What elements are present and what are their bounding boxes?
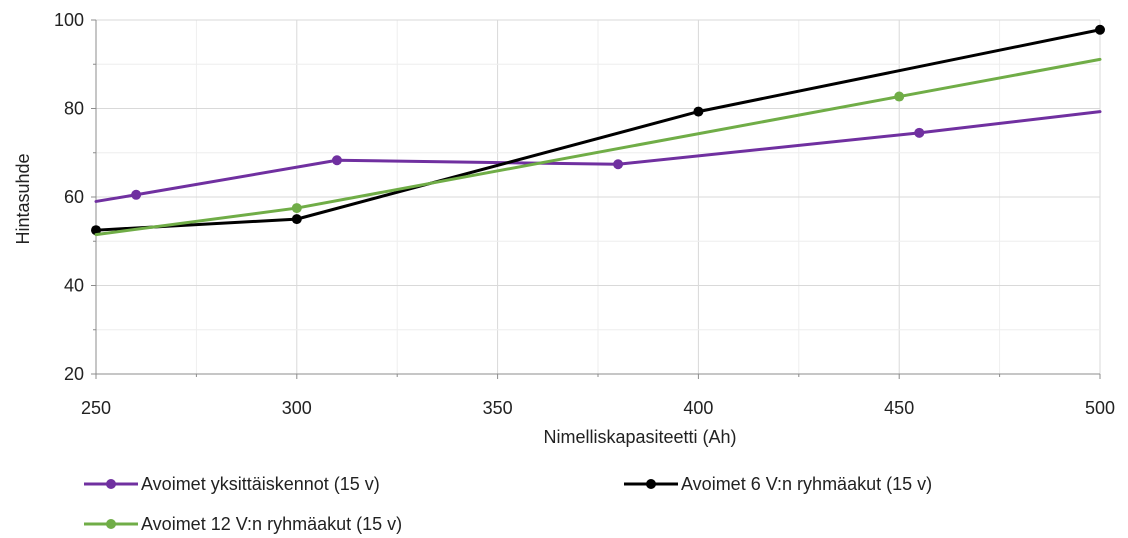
grid bbox=[95, 19, 1101, 375]
y-tick-label: 40 bbox=[64, 276, 84, 296]
data-point-1 bbox=[914, 127, 925, 138]
legend-swatch-marker bbox=[646, 479, 656, 489]
y-tick-label: 60 bbox=[64, 187, 84, 207]
y-tick-label: 20 bbox=[64, 364, 84, 384]
y-tick-label: 80 bbox=[64, 99, 84, 119]
x-tick-label: 350 bbox=[483, 398, 513, 418]
legend-swatch-marker bbox=[106, 479, 116, 489]
x-tick-label: 400 bbox=[683, 398, 713, 418]
legend-label: Avoimet yksittäiskennot (15 v) bbox=[141, 474, 380, 494]
series-line-3 bbox=[94, 57, 1102, 237]
x-axis-title: Nimelliskapasiteetti (Ah) bbox=[543, 427, 736, 447]
legend-swatch-marker bbox=[106, 519, 116, 529]
data-point-2 bbox=[693, 106, 704, 117]
series-lines bbox=[91, 24, 1105, 237]
tick-labels: 20 40 60 80 100 250 300 350 400 450 500 bbox=[54, 10, 1115, 418]
data-point-2 bbox=[291, 214, 302, 225]
data-point-3 bbox=[894, 91, 905, 102]
y-axis-title: Hintasuhde bbox=[13, 153, 33, 244]
data-point-3 bbox=[291, 203, 302, 214]
x-tick-label: 250 bbox=[81, 398, 111, 418]
legend-label: Avoimet 12 V:n ryhmäakut (15 v) bbox=[141, 514, 402, 534]
x-tick-label: 500 bbox=[1085, 398, 1115, 418]
axes bbox=[91, 19, 1101, 379]
x-tick-label: 300 bbox=[282, 398, 312, 418]
y-tick-label: 100 bbox=[54, 10, 84, 30]
x-tick-label: 450 bbox=[884, 398, 914, 418]
legend-label: Avoimet 6 V:n ryhmäakut (15 v) bbox=[681, 474, 932, 494]
data-point-1 bbox=[131, 189, 142, 200]
series-line-2 bbox=[94, 28, 1102, 232]
legend: Avoimet yksittäiskennot (15 v) Avoimet 6 … bbox=[84, 474, 932, 534]
data-point-1 bbox=[613, 159, 624, 170]
data-point-2 bbox=[91, 225, 101, 236]
series-line-1 bbox=[94, 110, 1102, 203]
data-point-1 bbox=[331, 155, 342, 166]
data-point-2 bbox=[1095, 24, 1105, 35]
